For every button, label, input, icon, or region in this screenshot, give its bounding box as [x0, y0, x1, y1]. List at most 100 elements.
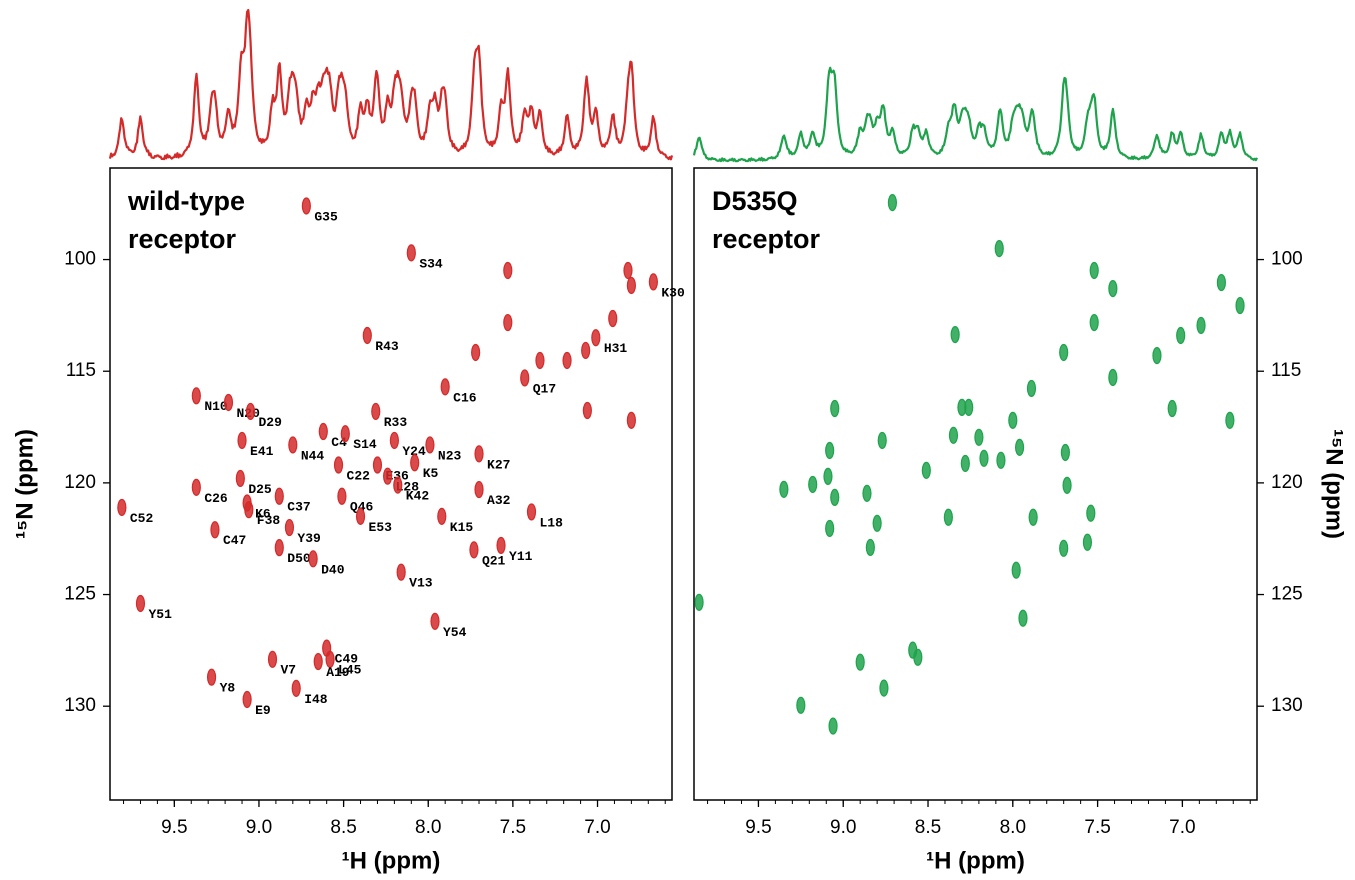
peak-label: G35	[314, 209, 338, 224]
peak	[520, 369, 530, 387]
peak	[796, 696, 806, 714]
peak-label: V13	[409, 576, 433, 591]
peak	[1028, 508, 1038, 526]
y-tick-label: 115	[1271, 360, 1301, 381]
peak	[396, 563, 406, 581]
x-tick-label: 7.5	[500, 817, 526, 838]
peak-label: L45	[338, 663, 362, 678]
peak	[879, 679, 889, 697]
peak	[371, 402, 381, 421]
peak-label: N23	[438, 448, 462, 463]
peak	[562, 351, 572, 370]
peak	[1089, 261, 1099, 280]
peak-label: R43	[375, 339, 399, 354]
peak-label: C22	[347, 468, 371, 483]
x-tick-label: 8.5	[915, 817, 941, 838]
projection	[692, 66, 1258, 163]
peak	[877, 431, 887, 450]
peak	[1062, 476, 1072, 494]
peak	[830, 399, 840, 418]
peak	[425, 436, 435, 454]
peak	[979, 449, 989, 467]
peak	[372, 456, 383, 474]
peak	[1108, 368, 1118, 387]
peak	[825, 441, 835, 460]
peak	[694, 593, 704, 611]
peak-label: E9	[255, 703, 271, 718]
peak	[1026, 379, 1037, 398]
peak-label: Y39	[297, 531, 321, 546]
peak	[288, 436, 298, 454]
peak	[1089, 313, 1099, 332]
peak	[242, 690, 252, 709]
peak	[245, 402, 256, 421]
peak-label: D29	[259, 415, 283, 430]
peak-label: L18	[540, 515, 564, 530]
peak	[626, 411, 636, 429]
peak	[117, 498, 127, 517]
peak	[779, 480, 789, 498]
peak	[471, 343, 481, 362]
peak	[223, 393, 234, 412]
y-axis-label: ¹⁵N (ppm)	[1321, 429, 1348, 539]
peak-label: K30	[661, 285, 685, 300]
peak-label: N10	[204, 399, 228, 414]
peak	[828, 717, 838, 735]
peak-label: C37	[287, 500, 310, 515]
peak	[430, 612, 440, 630]
peak	[823, 467, 833, 486]
peak	[808, 475, 818, 494]
peak	[206, 668, 217, 686]
peak	[191, 478, 201, 496]
peak-label: C47	[223, 533, 246, 548]
peak	[535, 351, 545, 370]
peak	[1059, 343, 1069, 362]
x-tick-label: 9.5	[745, 817, 771, 838]
peak	[948, 426, 959, 444]
peak-label: D40	[321, 562, 345, 577]
peak	[626, 276, 636, 295]
x-tick-label: 8.5	[330, 817, 356, 838]
peak-label: K5	[423, 466, 439, 481]
peak-label: H31	[604, 341, 628, 356]
peak	[274, 487, 284, 505]
peak	[191, 387, 201, 405]
peak-label: S34	[419, 256, 443, 271]
y-tick-label: 120	[1271, 472, 1303, 493]
peak	[994, 240, 1004, 258]
peak-label: N44	[301, 448, 325, 463]
peak	[943, 508, 953, 526]
y-tick-label: 125	[1271, 584, 1303, 605]
peak-label: S14	[353, 437, 377, 452]
peak	[581, 341, 591, 360]
peak-label: K42	[406, 489, 430, 504]
y-axis-label: ¹⁵N (ppm)	[11, 429, 38, 539]
y-tick-label: 130	[64, 695, 96, 716]
peak	[1011, 561, 1021, 579]
peak	[1108, 279, 1118, 298]
x-tick-label: 8.0	[415, 817, 441, 838]
peak	[291, 679, 301, 697]
peak-label: C52	[130, 511, 154, 526]
peak	[406, 244, 416, 262]
x-axis-label: ¹H (ppm)	[926, 847, 1025, 874]
panel-title: receptor	[128, 224, 237, 254]
peak	[284, 518, 295, 537]
x-tick-label: 9.5	[161, 817, 187, 838]
peak-label: C16	[453, 390, 477, 405]
peak	[960, 454, 970, 473]
peak-label: Q21	[482, 553, 506, 568]
x-tick-label: 8.0	[1000, 817, 1026, 838]
peak	[974, 428, 984, 446]
peak-label: Q17	[533, 381, 556, 396]
peak	[235, 469, 245, 488]
peak-label: Y24	[402, 444, 426, 459]
peak-label: Y54	[443, 625, 467, 640]
peak-label: R33	[384, 415, 408, 430]
peak	[996, 451, 1006, 469]
y-tick-label: 100	[64, 249, 96, 270]
panel-title: receptor	[712, 224, 821, 254]
peak	[830, 488, 840, 506]
peak	[1060, 443, 1070, 462]
peak	[340, 425, 350, 443]
